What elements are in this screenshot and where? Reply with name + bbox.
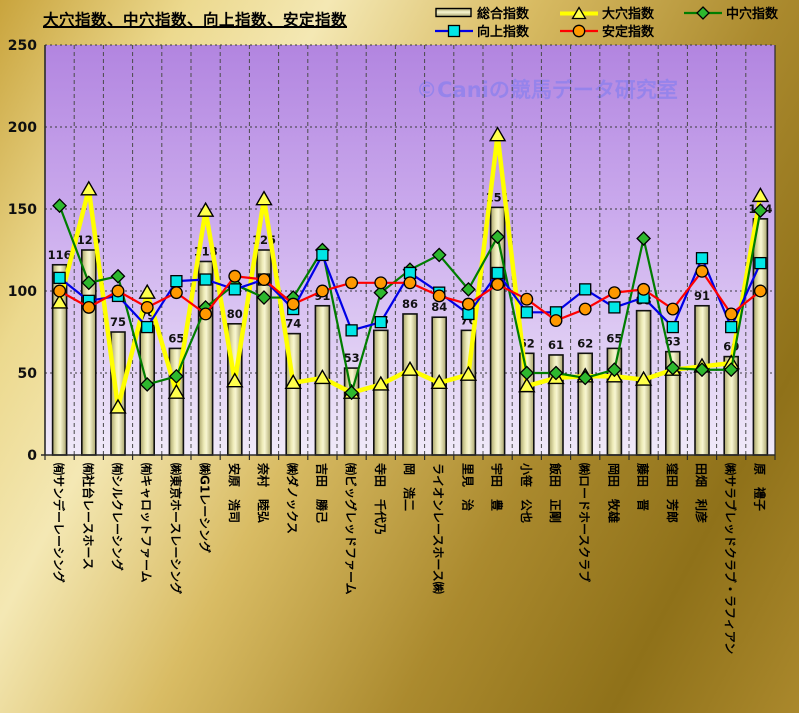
svg-text:寺田 千代乃: 寺田 千代乃 — [373, 463, 388, 535]
svg-text:安原 浩司: 安原 浩司 — [227, 463, 242, 523]
legend-label-chuuana: 中穴指数 — [726, 7, 779, 22]
svg-text:㈱ダノックス: ㈱ダノックス — [285, 463, 300, 534]
svg-text:63: 63 — [665, 335, 681, 349]
svg-text:㈱ロードホースクラブ: ㈱ロードホースクラブ — [577, 463, 592, 582]
svg-text:62: 62 — [577, 336, 593, 350]
svg-text:岡 浩二: 岡 浩二 — [402, 463, 417, 511]
svg-text:吉田 勝己: 吉田 勝己 — [314, 463, 329, 523]
svg-text:65: 65 — [606, 331, 622, 345]
legend-label-antei: 安定指数 — [602, 25, 655, 40]
svg-text:116: 116 — [48, 248, 72, 262]
svg-text:里見 治: 里見 治 — [460, 463, 475, 511]
svg-text:㈲キャロットファーム: ㈲キャロットファーム — [139, 463, 154, 583]
svg-text:㈱G1レーシング: ㈱G1レーシング — [198, 463, 213, 553]
svg-text:奈村 睦弘: 奈村 睦弘 — [256, 462, 271, 523]
legend-label-ooana: 大穴指数 — [602, 7, 655, 22]
legend-square-icon — [435, 24, 473, 37]
svg-text:61: 61 — [548, 338, 564, 352]
svg-text:©Caniの競馬データ研究室: ©Caniの競馬データ研究室 — [416, 78, 678, 102]
legend-label-koujou: 向上指数 — [477, 25, 530, 40]
svg-text:窪田 芳郎: 窪田 芳郎 — [665, 463, 680, 523]
svg-text:原 禮子: 原 禮子 — [752, 463, 767, 511]
svg-text:㈱サラブレッドクラブ・ラフィアン: ㈱サラブレッドクラブ・ラフィアン — [723, 463, 738, 654]
svg-text:藤田 晋: 藤田 晋 — [636, 462, 651, 511]
svg-text:小笹 公也: 小笹 公也 — [519, 463, 534, 523]
legend-diamond-icon — [684, 5, 722, 20]
svg-text:250: 250 — [8, 38, 37, 54]
legend-item-koujou: 向上指数 — [435, 23, 530, 40]
legend-item-sougou: 総合指数 — [435, 5, 530, 22]
svg-text:田畑 利彦: 田畑 利彦 — [694, 463, 709, 523]
svg-text:宇田 豊: 宇田 豊 — [490, 463, 505, 511]
svg-text:84: 84 — [431, 300, 447, 314]
svg-text:80: 80 — [227, 307, 243, 321]
svg-text:㈲社台レースホース: ㈲社台レースホース — [81, 463, 96, 570]
svg-text:86: 86 — [402, 297, 418, 311]
svg-text:74: 74 — [285, 317, 301, 331]
svg-text:㈲シルクレーシング: ㈲シルクレーシング — [110, 463, 125, 571]
svg-text:91: 91 — [694, 289, 710, 303]
legend-item-antei: 安定指数 — [560, 23, 655, 40]
svg-text:岡田 牧雄: 岡田 牧雄 — [606, 463, 621, 523]
svg-text:100: 100 — [8, 284, 37, 300]
legend-triangle-icon — [560, 5, 598, 19]
svg-text:㈲サンデーレーシング: ㈲サンデーレーシング — [52, 463, 67, 583]
legend-bar-swatch-icon — [435, 7, 472, 18]
svg-text:飯田 正剛: 飯田 正剛 — [548, 462, 563, 523]
legend-item-chuuana: 中穴指数 — [684, 5, 779, 22]
legend-circle-icon — [560, 24, 598, 37]
svg-text:75: 75 — [110, 315, 126, 329]
chart-title: 大穴指数、中穴指数、向上指数、安定指数 — [43, 11, 348, 29]
legend-item-ooana: 大穴指数 — [560, 5, 655, 22]
svg-text:50: 50 — [18, 366, 38, 382]
svg-text:0: 0 — [27, 448, 37, 464]
svg-text:53: 53 — [344, 351, 360, 365]
svg-text:150: 150 — [8, 202, 37, 218]
svg-text:㈱東京ホースレーシング: ㈱東京ホースレーシング — [168, 463, 183, 594]
svg-text:65: 65 — [168, 331, 184, 345]
legend-label-sougou: 総合指数 — [477, 7, 530, 22]
svg-text:ライオンレースホース㈱: ライオンレースホース㈱ — [431, 463, 446, 594]
svg-text:㈲ビッグレッドファーム: ㈲ビッグレッドファーム — [344, 463, 359, 595]
svg-text:200: 200 — [8, 120, 37, 136]
